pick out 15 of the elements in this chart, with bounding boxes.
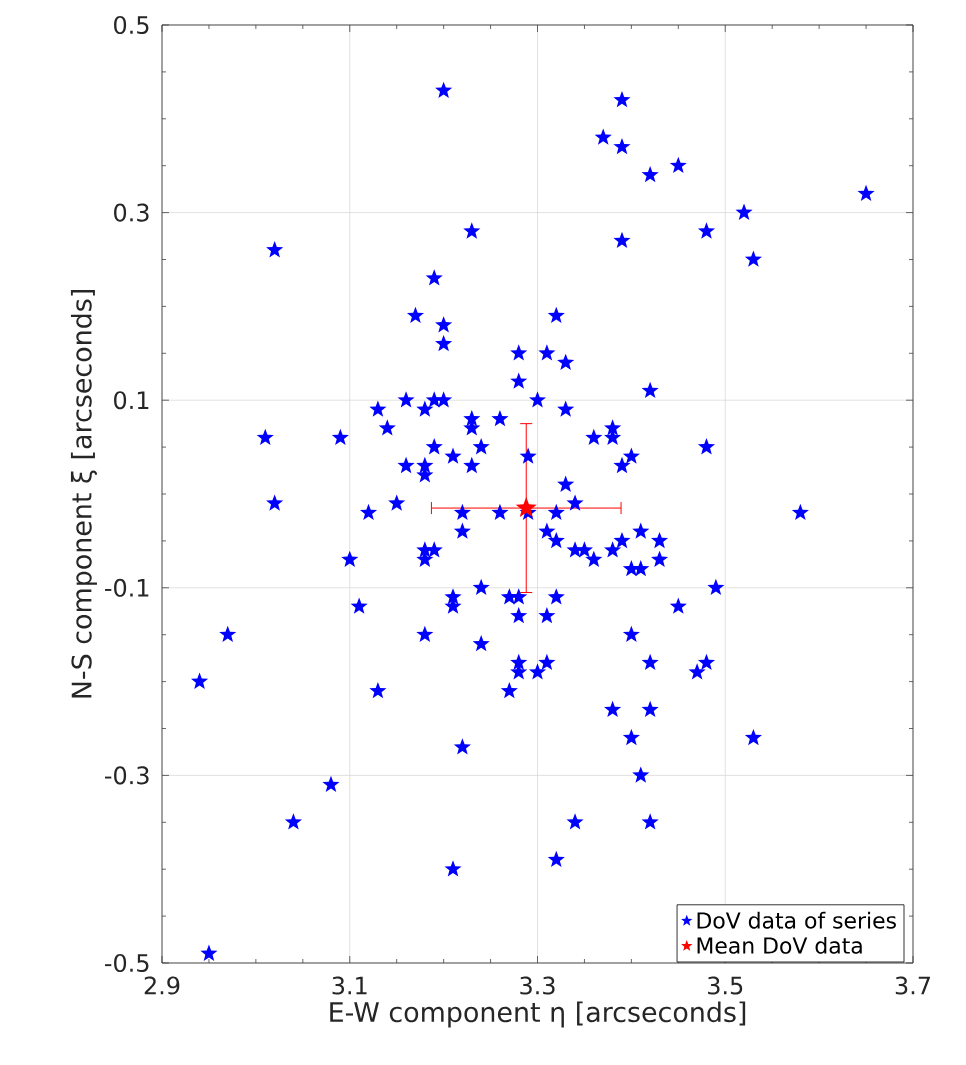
legend-label: DoV data of series bbox=[697, 911, 896, 929]
legend-label: Mean DoV data bbox=[697, 936, 862, 954]
x-tick-label: 3.5 bbox=[708, 976, 743, 995]
y-tick-label: -0.1 bbox=[105, 578, 149, 597]
y-axis-title: N-S component ξ [arcseconds] bbox=[70, 290, 98, 698]
x-axis-title: E-W component η [arcseconds] bbox=[330, 1001, 746, 1028]
y-tick-label: -0.3 bbox=[105, 766, 149, 785]
x-tick-label: 2.9 bbox=[144, 976, 180, 995]
y-tick-label: -0.5 bbox=[105, 953, 149, 973]
y-tick-label: 0.3 bbox=[114, 203, 149, 222]
x-tick-label: 3.7 bbox=[895, 976, 930, 995]
y-tick-label: 0.5 bbox=[114, 15, 149, 35]
x-tick-label: 3.1 bbox=[332, 976, 367, 995]
x-tick-label: 3.3 bbox=[520, 976, 555, 995]
y-tick-label: 0.1 bbox=[114, 391, 149, 410]
